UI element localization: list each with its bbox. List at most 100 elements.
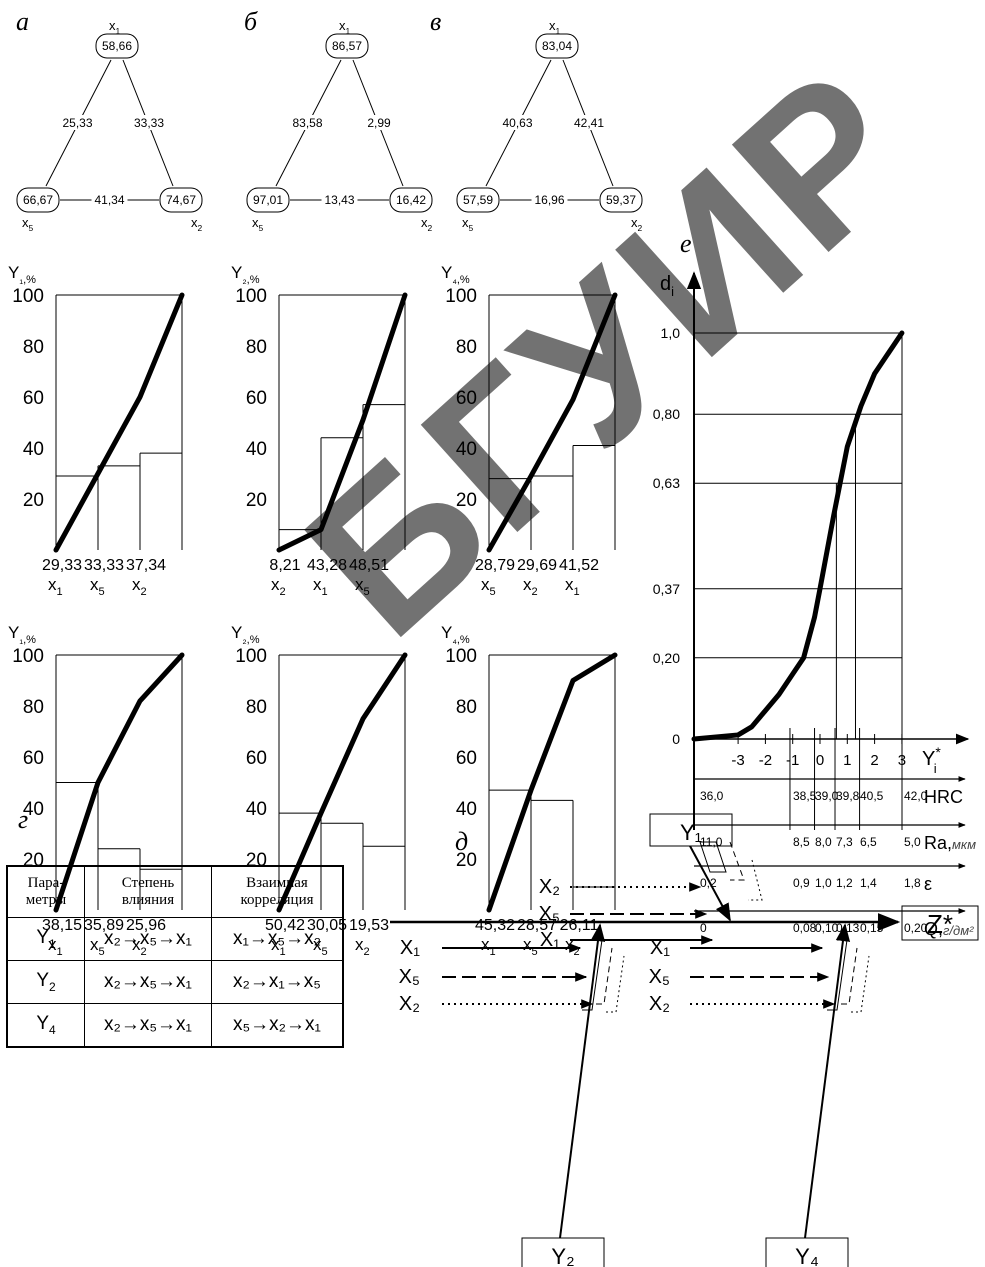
edge-label-bg: [321, 192, 358, 207]
d-ytick-label: 0,20: [653, 650, 680, 666]
chart-cumulative-line: [486, 652, 618, 913]
chart-ytick-label: 80: [246, 337, 267, 358]
chart-ytick-label: 20: [246, 490, 267, 511]
graph-node-label-top-sub: 1: [346, 26, 351, 36]
chart-category-label: x5: [481, 575, 496, 598]
correlation-cell: x₁→x₅→x₂: [211, 917, 344, 961]
chart-category-value: 8,21: [269, 557, 300, 574]
chart-category-value: 19,53: [349, 917, 389, 934]
d-scale-value: 6,5: [860, 835, 877, 849]
input-left-label: X₂: [399, 993, 420, 1015]
d-scale-value: 1,0: [815, 876, 832, 890]
chart-cumulative-line: [53, 292, 185, 553]
graph-node-label-right-main: x: [421, 215, 428, 230]
chart-category-value: 43,28: [307, 557, 347, 574]
chart-ylabel: Y₂,%: [231, 263, 260, 286]
chart-ytick-label: 60: [23, 388, 44, 409]
chart-ytick-label: 80: [456, 337, 477, 358]
panel-letter-d: д: [455, 827, 468, 856]
header-params-text: Пара- метры: [25, 875, 67, 908]
graph-node-value: 16,42: [396, 193, 426, 207]
edge-label-bg: [131, 115, 167, 130]
graph-node-label-left-sub: 5: [469, 223, 474, 233]
d-scale-value: 1,8: [904, 876, 921, 890]
graph-node-label-right: x2: [631, 215, 643, 233]
graph-node-label-left: x5: [22, 215, 34, 233]
chart-ytick-label: 40: [246, 439, 267, 460]
graph-node-label-right-main: x: [631, 215, 638, 230]
d-xtick-label: -3: [731, 752, 744, 769]
graph-node-value: 59,37: [606, 193, 636, 207]
chart-ytick-label: 40: [246, 799, 267, 820]
edge-label-bg: [59, 115, 96, 130]
chart-ytick-label: 20: [456, 490, 477, 511]
chart-category-value: 41,52: [559, 557, 599, 574]
chart-ylabel-main: Y: [231, 263, 242, 282]
d-ylabel: di: [660, 273, 674, 299]
input-top-label: X₅: [539, 903, 560, 925]
chart-ytick-label: 80: [456, 697, 477, 718]
chart-category-label-sub: 1: [57, 586, 63, 598]
d-scale-unit: г/дм²: [943, 923, 974, 938]
d-ytick-label: 0,37: [653, 581, 680, 597]
param-name: Y: [36, 927, 49, 949]
parameters-table: Пара- метры Степень влияния Взаимная кор…: [6, 865, 344, 1048]
chart-cumulative-line: [53, 652, 185, 913]
param-name: Y: [36, 970, 49, 992]
chart-category-label: x2: [523, 575, 538, 598]
d-scale-value: 8,5: [793, 835, 810, 849]
chart-category-label-sub: 5: [490, 586, 496, 598]
d-ytick-label: 1,0: [661, 325, 681, 341]
d-scale-value: 0,10: [815, 921, 839, 935]
graph-node: [246, 187, 290, 213]
chart-category-label-main: x: [271, 575, 280, 594]
graph-node-label-left: x5: [252, 215, 264, 233]
graph-edge-value: 40,63: [502, 116, 532, 130]
y1-feed-line: [689, 845, 731, 922]
chart-category-label-sub: 2: [141, 586, 147, 598]
graph-node-value: 83,04: [542, 39, 572, 53]
graph-node: [159, 187, 203, 213]
y2-box-label: Y₂: [551, 1244, 574, 1267]
chart-category-label-main: x: [523, 935, 532, 954]
graph-edge-value: 83,58: [292, 116, 322, 130]
graph-edge-value: 41,34: [94, 193, 124, 207]
chart-category-label: x1: [565, 575, 580, 598]
chart-category-label: x2: [271, 575, 286, 598]
chart-cumulative-line: [276, 652, 408, 913]
chart-category-label: x5: [90, 575, 105, 598]
chart-category-label: x1: [313, 575, 328, 598]
y1-box-label: Y₁: [680, 820, 702, 845]
param-cell: Y2: [6, 960, 85, 1004]
chart-category-value: 26,11: [560, 917, 599, 934]
graph-node-label-top-sub: 1: [116, 26, 121, 36]
chart-ytick-label: 40: [23, 439, 44, 460]
chart-category-value: 33,33: [84, 557, 124, 574]
z-box: [901, 905, 979, 941]
influence-cell: x₂→x₅→x₁: [84, 960, 212, 1004]
graph-node: [16, 187, 60, 213]
input-right-label: X₂: [649, 993, 670, 1015]
panel-letter-b: б: [244, 7, 258, 36]
graph-node-label-right: x2: [421, 215, 433, 233]
flow-diagram: Z* Y₁ Y₂ Y₄ X₂ X₅ X₁ X₁ X₅ X₂ X₁ X₅ X₂: [390, 813, 979, 1267]
input-top-label: X₁: [540, 929, 560, 951]
chart-category-label-main: x: [355, 935, 364, 954]
chart-ytick-label: 20: [456, 850, 477, 871]
d-scale-value: 39,8: [836, 789, 860, 803]
chart-ytick-label: 60: [23, 748, 44, 769]
chart-ylabel: Y₄,%: [441, 263, 470, 286]
graph-node-label-top-main: x: [339, 18, 346, 33]
d-xlabel-main: Y: [922, 748, 935, 770]
param-cell: Y4: [6, 1003, 85, 1048]
graph-edge-value: 42,41: [574, 116, 604, 130]
panel-letter-v: в: [430, 7, 441, 36]
graph-node-value: 57,59: [463, 193, 493, 207]
chart-ytick-label: 100: [12, 646, 44, 667]
graph-node: [535, 33, 579, 59]
chart-category-label-main: x: [481, 575, 490, 594]
chart-category-value: 28,79: [475, 557, 515, 574]
graph-edge-value: 25,33: [62, 116, 92, 130]
d-ytick-label: 0: [672, 731, 680, 747]
chart-category-label: x5: [523, 935, 538, 958]
